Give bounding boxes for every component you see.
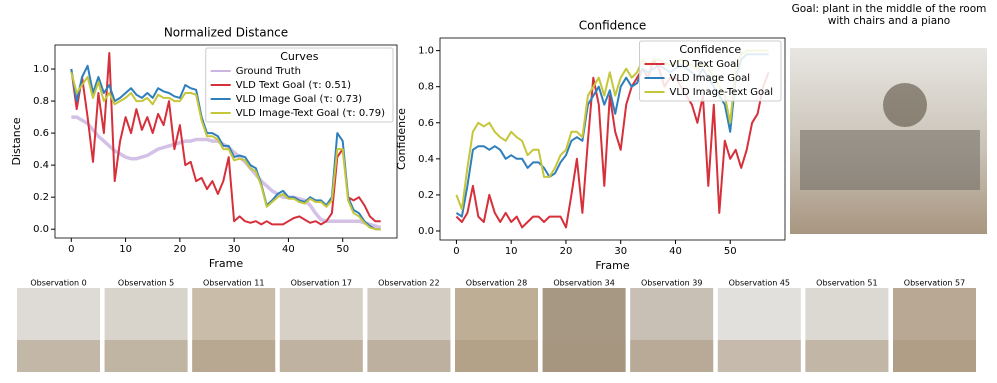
observation-label: Observation 45 (729, 279, 790, 288)
observation-label: Observation 34 (553, 279, 614, 288)
goal-caption: Goal: plant in the middle of the room wi… (791, 3, 987, 27)
observation-label: Observation 11 (203, 279, 264, 288)
legend-label: VLD Image-Text Goal (τ: 0.79) (236, 108, 385, 119)
y-axis-label: Distance (10, 117, 23, 165)
series-line (70, 71, 381, 231)
observation: Observation 22 (367, 279, 451, 372)
observation: Observation 45 (717, 279, 801, 372)
observation-label: Observation 57 (904, 279, 965, 288)
legend-label: VLD Image Goal (τ: 0.73) (236, 94, 362, 105)
series-line (455, 58, 770, 229)
plot-frame (54, 44, 398, 239)
y-tick-label: 1.0 (418, 46, 434, 57)
y-tick-label: 0.6 (418, 118, 434, 129)
observation-label: Observation 17 (291, 279, 352, 288)
observation: Observation 34 (542, 279, 626, 372)
observation: Observation 0 (17, 279, 100, 372)
legend: Confidence VLD Text Goal VLD Image Goal VLD… (639, 40, 782, 102)
x-tick-label: 40 (669, 246, 682, 257)
legend-label: VLD Text Goal (670, 59, 739, 70)
y-tick-label: 1.0 (33, 64, 49, 75)
y-tick-label: 0.4 (418, 154, 434, 165)
legend-title: Curves (280, 50, 318, 63)
observation-floor (630, 340, 714, 372)
legend-box (639, 40, 782, 102)
x-tick-label: 10 (505, 246, 518, 257)
y-tick-label: 0.8 (418, 82, 434, 93)
chart-title: Normalized Distance (164, 26, 288, 40)
observation-floor (893, 340, 976, 372)
x-tick-label: 0 (68, 244, 74, 255)
observation-floor (17, 340, 100, 372)
x-tick-label: 20 (560, 246, 573, 257)
x-tick-label: 30 (614, 246, 627, 257)
observation: Observation 17 (279, 279, 363, 372)
observation-label: Observation 39 (641, 279, 702, 288)
y-tick-label: 0.0 (33, 224, 49, 235)
y-tick-label: 0.2 (33, 192, 49, 203)
goal-image (790, 48, 987, 234)
observation-floor (279, 340, 363, 372)
y-tick-label: 0.8 (33, 96, 49, 107)
observation-floor (367, 340, 451, 372)
observation: Observation 28 (455, 279, 538, 372)
observation-label: Observation 28 (466, 279, 527, 288)
y-tick-label: 0.0 (418, 226, 434, 237)
series-line (70, 52, 381, 226)
legend-box (205, 47, 394, 123)
observation-label: Observation 0 (30, 279, 86, 288)
x-tick-label: 10 (119, 244, 132, 255)
y-axis-label: Confidence (395, 108, 408, 170)
observation-label: Observation 22 (378, 279, 439, 288)
observation-label: Observation 5 (118, 279, 174, 288)
observation-floor (104, 340, 188, 372)
y-tick-label: 0.6 (33, 128, 49, 139)
observation: Observation 11 (192, 279, 276, 372)
observation: Observation 51 (805, 279, 889, 372)
observation-label: Observation 51 (816, 279, 877, 288)
observation-floor (805, 340, 889, 372)
plot-frame (439, 37, 786, 241)
x-tick-label: 50 (336, 244, 349, 255)
y-tick-label: 0.4 (33, 160, 49, 171)
legend-label: VLD Image-Text Goal (670, 87, 773, 98)
observation: Observation 5 (104, 279, 188, 372)
legend: Curves Ground Truth VLD Text Goal (τ: 0.51… (205, 47, 394, 123)
observation-floor (455, 340, 538, 372)
x-tick-label: 40 (282, 244, 295, 255)
x-axis-label: Frame (595, 259, 630, 272)
legend-label: VLD Text Goal (τ: 0.51) (236, 80, 351, 91)
x-tick-label: 0 (453, 246, 459, 257)
legend-label: VLD Image Goal (670, 73, 751, 84)
observation-floor (192, 340, 276, 372)
y-tick-label: 0.2 (418, 190, 434, 201)
observation-floor (717, 340, 801, 372)
legend-label: Ground Truth (236, 66, 301, 77)
observation-floor (542, 340, 626, 372)
x-tick-label: 50 (724, 246, 737, 257)
x-tick-label: 30 (228, 244, 241, 255)
legend-title: Confidence (679, 43, 741, 56)
observation: Observation 57 (893, 279, 976, 372)
chart-title: Confidence (579, 19, 646, 33)
x-tick-label: 20 (173, 244, 186, 255)
x-axis-label: Frame (209, 257, 244, 270)
observation: Observation 39 (630, 279, 714, 372)
series-line (70, 64, 381, 231)
